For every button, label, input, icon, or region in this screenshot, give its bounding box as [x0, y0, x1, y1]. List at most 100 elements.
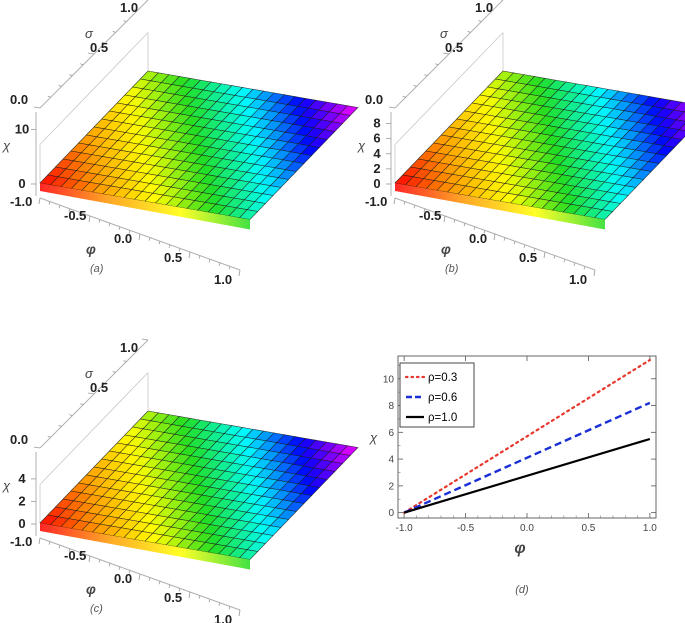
phi-tick — [148, 237, 151, 241]
phi-tick — [493, 233, 496, 241]
phi-tick — [208, 599, 211, 603]
phi-tick — [198, 255, 201, 259]
phi-tick — [178, 248, 181, 252]
legend-label-1: ρ=0.3 — [428, 372, 457, 384]
phi-tick — [118, 226, 121, 230]
x-tick-label: -0.5 — [457, 523, 475, 534]
sigma-tick — [33, 106, 41, 109]
phi-tick — [563, 259, 566, 263]
phi-tick-label: -1.0 — [10, 534, 32, 549]
phi-tick — [158, 241, 161, 245]
series-line-3 — [403, 437, 651, 514]
phi-tick — [88, 215, 91, 223]
sigma-tick — [101, 41, 105, 44]
phi-tick — [238, 269, 241, 277]
panel-label: (c) — [90, 603, 103, 615]
sigma-tick — [402, 95, 406, 98]
phi-tick — [78, 212, 81, 216]
phi-tick — [533, 248, 536, 252]
surface-cell — [593, 209, 614, 220]
sigma-tick — [134, 9, 138, 12]
sigma-tick-label: 1.0 — [475, 0, 493, 15]
chi-axis-label: χ — [2, 478, 11, 493]
sigma-tick — [58, 85, 62, 87]
phi-axis-label: φ — [441, 241, 451, 257]
phi-tick — [573, 262, 576, 266]
phi-tick — [38, 537, 41, 545]
phi-axis-label: φ — [86, 241, 96, 257]
phi-tick — [98, 559, 101, 563]
sigma-tick — [435, 63, 439, 66]
chi-axis-label: χ — [2, 138, 11, 153]
sigma-tick — [47, 435, 51, 438]
sigma-tick — [478, 20, 482, 22]
phi-tick — [68, 548, 71, 552]
chi-tick-label: 0 — [373, 176, 380, 191]
sigma-tick — [58, 425, 62, 427]
y-tick-label: 2 — [388, 481, 394, 492]
phi-tick-label: 1.0 — [214, 612, 232, 623]
phi-tick — [38, 197, 41, 205]
sigma-tick-label: 1.0 — [120, 0, 138, 15]
phi-tick — [108, 223, 111, 227]
sigma-tick — [442, 52, 450, 55]
surface-front-edge — [395, 183, 605, 230]
surface-mesh — [39, 410, 359, 560]
chi-tick-label: 4 — [18, 471, 26, 486]
sigma-tick-label: 1.0 — [120, 340, 138, 355]
sigma-tick — [456, 41, 460, 44]
phi-tick — [393, 197, 396, 205]
phi-tick — [583, 266, 586, 270]
phi-tick — [403, 201, 406, 205]
phi-tick — [423, 208, 426, 212]
y-tick-label: 4 — [388, 455, 394, 466]
surface-mesh — [39, 70, 359, 220]
sigma-tick — [33, 446, 41, 449]
x-tick-label: 0.0 — [520, 523, 534, 534]
phi-tick — [443, 215, 446, 223]
phi-tick — [68, 208, 71, 212]
phi-tick — [118, 566, 121, 570]
phi-tick — [128, 230, 131, 234]
phi-tick — [158, 581, 161, 585]
surface-mesh — [394, 70, 685, 220]
sigma-tick — [87, 52, 95, 55]
surface-panel-a: 0.0 0.5 1.0 σ 0 10 χ -1.0 -0.5 0.0 0.5 1.0 φ (a) — [2, 0, 359, 287]
x-axis-label: φ — [514, 540, 525, 557]
y-tick-label: 10 — [383, 374, 395, 385]
phi-tick-label: 0.0 — [114, 571, 132, 586]
phi-tick — [228, 606, 231, 610]
panel-label: (b) — [445, 263, 459, 275]
phi-tick-label: 0.5 — [164, 590, 182, 605]
phi-tick-label: -0.5 — [64, 548, 86, 563]
phi-tick — [138, 233, 141, 241]
phi-tick — [48, 541, 51, 545]
phi-tick — [108, 563, 111, 567]
legend-label-3: ρ=1.0 — [428, 412, 457, 424]
sigma-tick-label: 0.0 — [10, 92, 28, 107]
phi-tick — [218, 262, 221, 266]
phi-tick — [413, 205, 416, 209]
sigma-tick — [141, 338, 149, 341]
phi-tick-label: 0.5 — [519, 250, 537, 265]
sigma-axis-label: σ — [440, 26, 449, 41]
chi-tick-label: 2 — [373, 161, 380, 176]
chi-tick-label: 6 — [373, 131, 380, 146]
phi-tick-label: -0.5 — [64, 208, 86, 223]
phi-tick — [483, 230, 486, 234]
phi-tick — [463, 223, 466, 227]
phi-tick — [553, 255, 556, 259]
chi-tick-label: 10 — [15, 122, 29, 137]
phi-tick — [178, 588, 181, 592]
x-tick-label: -1.0 — [396, 523, 414, 534]
phi-tick — [523, 244, 526, 248]
phi-tick — [208, 259, 211, 263]
phi-tick — [433, 212, 436, 216]
chi-tick-label: 0 — [18, 516, 25, 531]
phi-tick — [473, 226, 476, 230]
sigma-tick — [101, 381, 105, 384]
series-line-1 — [403, 358, 651, 514]
sigma-tick — [467, 31, 471, 33]
y-axis-label: χ — [369, 430, 378, 445]
